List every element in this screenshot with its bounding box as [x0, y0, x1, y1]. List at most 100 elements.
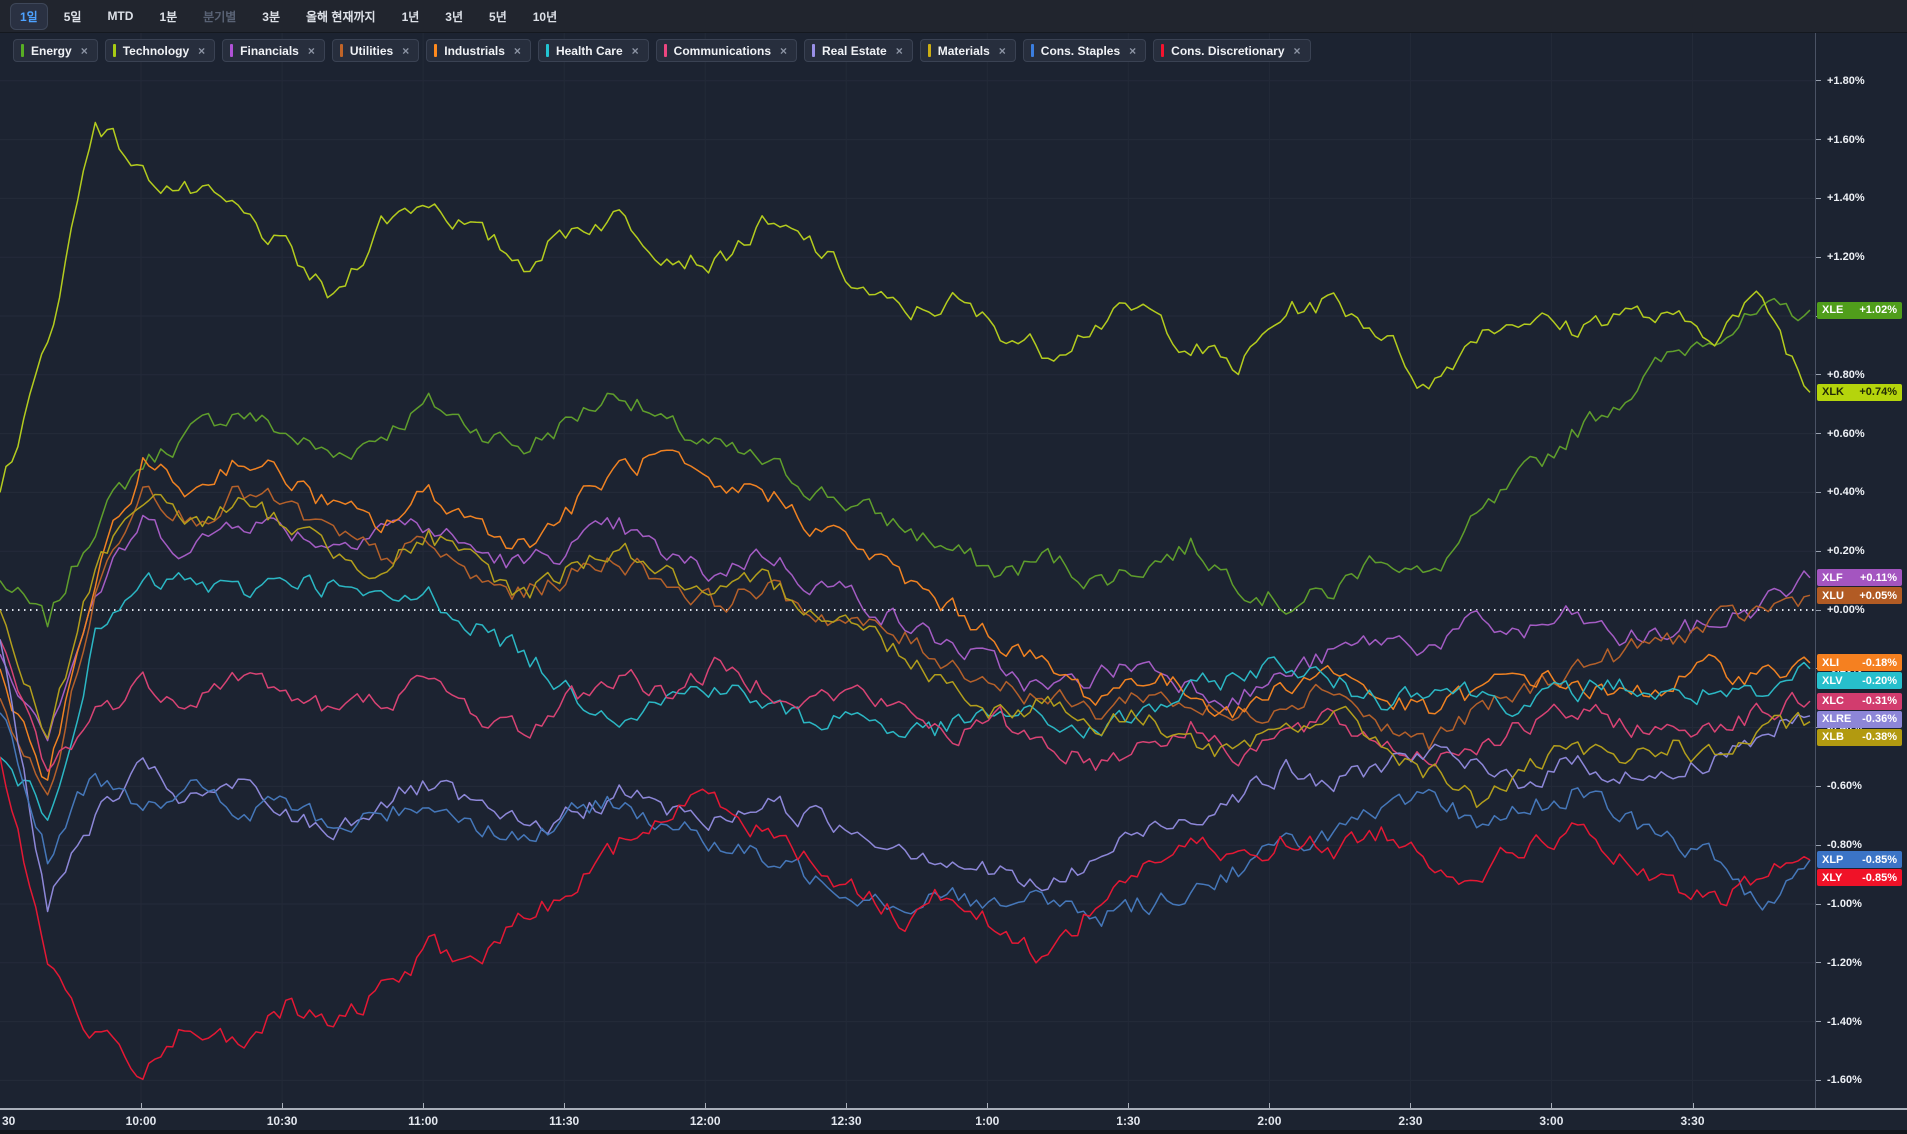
chip-label: Communications	[673, 43, 771, 58]
x-axis-tick	[141, 1103, 142, 1108]
chip-label: Energy	[31, 43, 72, 58]
period-button-7[interactable]: 1년	[401, 9, 420, 24]
chip-close-icon[interactable]: ×	[307, 43, 315, 58]
chip-close-icon[interactable]: ×	[1293, 43, 1301, 58]
badge-change: +0.74%	[1859, 386, 1897, 399]
x-axis-label: 12:00	[689, 1114, 721, 1128]
y-axis-tick	[1816, 785, 1821, 787]
chip-label: Materials	[937, 43, 990, 58]
x-axis-tick	[282, 1103, 284, 1108]
price-badge-xlu: XLU +0.05%	[1817, 587, 1902, 605]
price-badge-xlv: XLV -0.20%	[1817, 672, 1902, 690]
x-axis-label: 11:30	[549, 1114, 580, 1128]
badge-change: -0.38%	[1862, 731, 1897, 744]
y-axis-label: -1.60%	[1827, 1074, 1862, 1087]
x-axis-label: 2:00	[1257, 1114, 1282, 1128]
badge-ticker: XLE	[1822, 304, 1844, 317]
sector-chip-xlv[interactable]: Health Care ×	[537, 39, 649, 62]
badge-ticker: XLV	[1822, 674, 1843, 687]
x-axis-label: 3:30	[1680, 1114, 1705, 1128]
sector-chip-xlu[interactable]: Utilities ×	[331, 39, 420, 62]
x-axis-label: 1:30	[1116, 1114, 1141, 1128]
y-axis-label: +1.40%	[1827, 192, 1865, 205]
x-axis-tick	[1128, 1103, 1130, 1108]
price-badge-xlf: XLF +0.11%	[1817, 569, 1902, 587]
sector-chip-xlk[interactable]: Technology ×	[104, 39, 216, 62]
period-button-3[interactable]: 1분	[159, 9, 178, 24]
badge-ticker: XLC	[1822, 695, 1844, 708]
series-line-xly	[0, 756, 1811, 1081]
badge-ticker: XLY	[1822, 871, 1843, 884]
sector-chip-xle[interactable]: Energy ×	[13, 39, 98, 62]
chip-color-bar	[812, 44, 816, 57]
period-button-6[interactable]: 올해 현재까지	[306, 9, 376, 24]
y-axis-tick	[1816, 962, 1821, 964]
chip-close-icon[interactable]: ×	[402, 43, 410, 58]
sector-chip-xlb[interactable]: Materials ×	[919, 39, 1016, 62]
x-axis-label: 2:30	[1398, 1114, 1423, 1128]
chip-close-icon[interactable]: ×	[513, 43, 521, 58]
y-axis-label: -0.80%	[1827, 839, 1862, 852]
x-axis-tick	[987, 1103, 989, 1108]
badge-change: -0.36%	[1862, 713, 1897, 726]
y-axis-tick	[1816, 1079, 1821, 1081]
chip-close-icon[interactable]: ×	[198, 43, 206, 58]
badge-change: -0.18%	[1862, 656, 1897, 669]
sector-chip-xlre[interactable]: Real Estate ×	[804, 39, 913, 62]
period-button-1[interactable]: 5일	[63, 9, 82, 24]
price-badge-xly: XLY -0.85%	[1817, 869, 1902, 887]
badge-ticker: XLRE	[1822, 713, 1852, 726]
chip-close-icon[interactable]: ×	[780, 43, 788, 58]
x-axis-tick	[1692, 1103, 1694, 1108]
chip-label: Cons. Staples	[1040, 43, 1121, 58]
period-button-5[interactable]: 3분	[262, 9, 280, 24]
period-button-0[interactable]: 1일	[10, 2, 48, 30]
chip-close-icon[interactable]: ×	[1129, 43, 1137, 58]
series-line-xle	[0, 297, 1811, 628]
y-axis-label: +1.20%	[1827, 251, 1865, 264]
period-button-4: 분기별	[203, 9, 237, 24]
chip-color-bar	[339, 44, 343, 57]
y-axis-label: -1.20%	[1827, 956, 1862, 969]
y-axis-tick	[1816, 491, 1821, 493]
period-button-8[interactable]: 3년	[445, 9, 464, 24]
sector-chip-xli[interactable]: Industrials ×	[426, 39, 531, 62]
chip-color-bar	[21, 44, 24, 57]
sector-chip-xlp[interactable]: Cons. Staples ×	[1022, 39, 1147, 62]
chip-close-icon[interactable]: ×	[631, 43, 639, 58]
x-axis-tick	[705, 1103, 707, 1108]
price-badge-xli: XLI -0.18%	[1817, 654, 1902, 672]
chip-close-icon[interactable]: ×	[998, 43, 1006, 58]
y-axis-label: +0.20%	[1827, 545, 1865, 558]
badge-change: -0.85%	[1862, 853, 1897, 866]
chip-color-bar	[663, 44, 667, 57]
y-axis-tick	[1816, 374, 1821, 376]
chip-color-bar	[1030, 44, 1034, 57]
sector-chip-xlc[interactable]: Communications ×	[655, 39, 798, 62]
chip-label: Financials	[240, 43, 299, 58]
period-button-2[interactable]: MTD	[107, 9, 134, 23]
chip-close-icon[interactable]: ×	[80, 43, 88, 58]
chip-label: Utilities	[349, 43, 394, 58]
y-axis-tick	[1816, 197, 1821, 199]
plot-svg[interactable]	[0, 33, 1815, 1108]
x-axis-label: 3:00	[1539, 1114, 1564, 1128]
sector-chip-xlf[interactable]: Financials ×	[222, 39, 325, 62]
price-badge-xle: XLE +1.02%	[1817, 301, 1902, 319]
chip-color-bar	[545, 44, 549, 57]
y-axis-label: +0.60%	[1827, 427, 1865, 440]
x-axis-label: 30	[2, 1114, 16, 1128]
series-line-xlc	[0, 639, 1811, 772]
chip-close-icon[interactable]: ×	[895, 43, 903, 58]
period-button-10[interactable]: 10년	[532, 9, 558, 24]
period-button-9[interactable]: 5년	[489, 9, 507, 24]
y-axis-tick	[1816, 1021, 1821, 1023]
sector-chip-xly[interactable]: Cons. Discretionary ×	[1153, 39, 1311, 62]
badge-ticker: XLK	[1822, 386, 1844, 399]
badge-ticker: XLB	[1822, 731, 1844, 744]
y-axis-tick	[1816, 433, 1821, 435]
price-badge-xlc: XLC -0.31%	[1817, 692, 1902, 710]
x-axis-tick	[1410, 1103, 1412, 1108]
badge-ticker: XLU	[1822, 589, 1844, 602]
y-axis-tick	[1816, 903, 1821, 905]
